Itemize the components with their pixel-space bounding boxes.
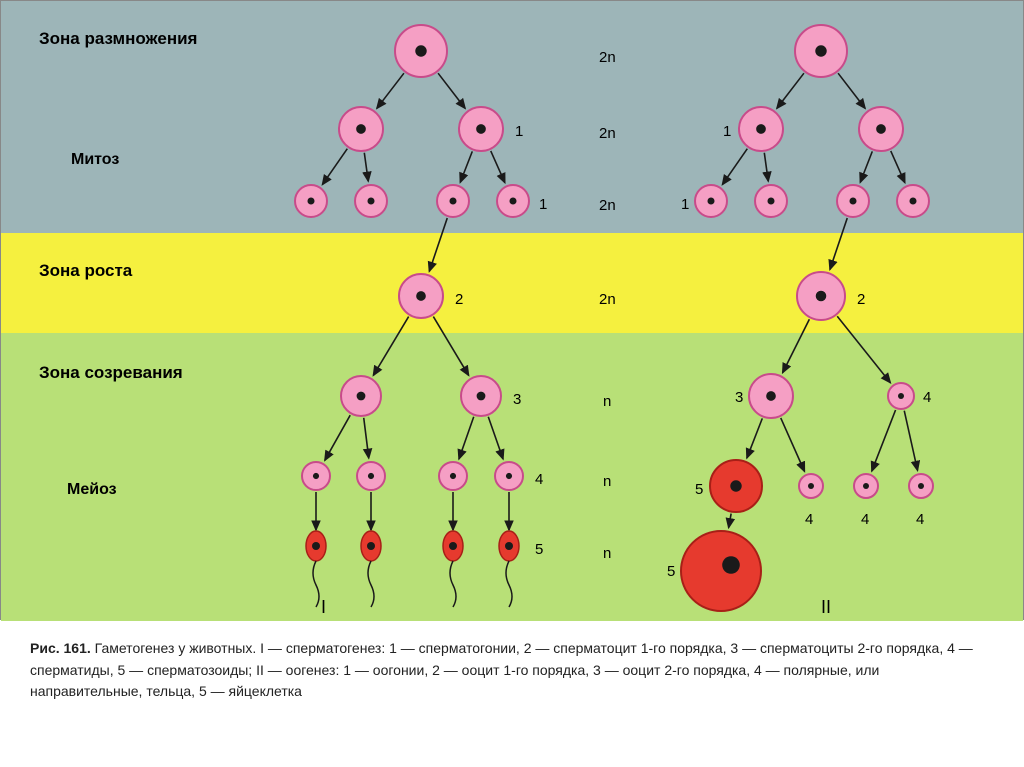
num-label-9: 3 — [735, 389, 743, 406]
num-label-13: 4 — [861, 511, 869, 528]
num-label-5: 5 — [535, 541, 543, 558]
caption-prefix: Рис. 161. — [30, 640, 91, 656]
cells-svg — [1, 1, 1024, 621]
sperm-cell — [361, 531, 381, 607]
caption-title: Гаметогенез у животных. — [95, 640, 257, 656]
gametogenesis-diagram: Зона размноженияМитозЗона ростаЗона созр… — [0, 0, 1024, 620]
num-label-8: 2 — [857, 291, 865, 308]
num-label-10: 4 — [923, 389, 931, 406]
roman-label-0: I — [321, 597, 326, 618]
roman-label-1: II — [821, 597, 831, 618]
num-label-11: 5 — [695, 481, 703, 498]
figure-caption: Рис. 161. Гаметогенез у животных. I — сп… — [0, 620, 1024, 713]
sperm-cell — [499, 531, 519, 607]
cell-oe2 — [681, 531, 761, 611]
num-label-3: 3 — [513, 391, 521, 408]
num-label-2: 2 — [455, 291, 463, 308]
num-label-14: 4 — [916, 511, 924, 528]
ploidy-label-0: 2n — [599, 49, 616, 66]
ploidy-label-5: n — [603, 473, 611, 490]
num-label-1: 1 — [539, 196, 547, 213]
num-label-0: 1 — [515, 123, 523, 140]
num-label-4: 4 — [535, 471, 543, 488]
num-label-7: 1 — [681, 196, 689, 213]
ploidy-label-1: 2n — [599, 125, 616, 142]
num-label-15: 5 — [667, 563, 675, 580]
num-label-12: 4 — [805, 511, 813, 528]
num-label-6: 1 — [723, 123, 731, 140]
sperm-cell — [306, 531, 326, 607]
ploidy-label-4: n — [603, 393, 611, 410]
ploidy-label-2: 2n — [599, 197, 616, 214]
ploidy-label-6: n — [603, 545, 611, 562]
sperm-cell — [443, 531, 463, 607]
ploidy-label-3: 2n — [599, 291, 616, 308]
